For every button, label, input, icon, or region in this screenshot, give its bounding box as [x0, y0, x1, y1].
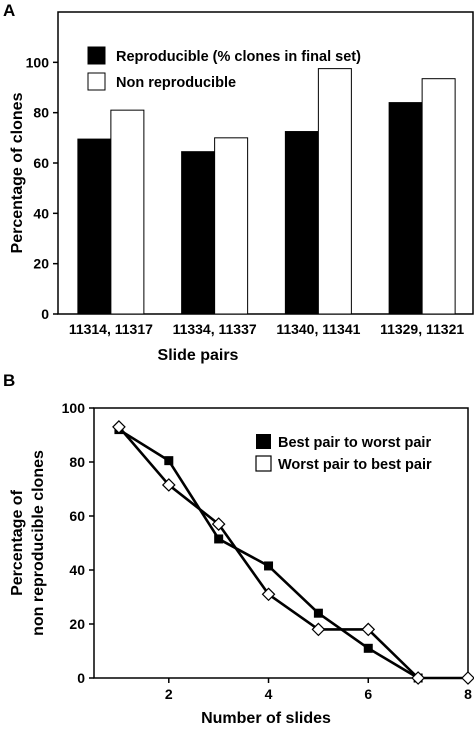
marker-worst-to-best [161, 478, 176, 492]
panel-b-x-tick-label: 8 [464, 686, 472, 702]
marker-worst-to-best [261, 587, 276, 602]
panel-b-y-tick-label: 20 [69, 616, 85, 632]
marker-best-to-worst [363, 643, 373, 653]
panel-a-y-tick-label: 100 [26, 54, 50, 70]
panel-b-y-tick-label: 80 [69, 454, 85, 470]
panel-b-x-ticks: 2 4 6 8 [165, 678, 472, 702]
panel-a-letter: A [3, 1, 15, 20]
legend-marker-best-to-worst [256, 434, 271, 449]
panel-a-bars [77, 68, 456, 315]
legend-label-non-reproducible: Non reproducible [116, 75, 236, 91]
panel-b-x-axis-title: Number of slides [201, 710, 331, 727]
legend-label-best-to-worst: Best pair to worst pair [278, 435, 431, 451]
panel-a-x-tick-label: 11340, 11341 [276, 321, 360, 337]
bar-non-reproducible [421, 78, 456, 315]
panel-a-y-tick-label: 0 [41, 306, 49, 322]
marker-worst-to-best [112, 420, 126, 434]
marker-worst-to-best [311, 622, 326, 637]
marker-best-to-worst [214, 534, 224, 544]
panel-a-y-tick-label: 80 [33, 105, 49, 121]
panel-a-x-ticks: 11314, 11317 11334, 11337 11340, 11341 1132… [69, 321, 465, 337]
panel-b-frame [93, 407, 469, 679]
panel-b-y-tick-label: 60 [69, 508, 85, 524]
panel-a-legend: Reproducible (% clones in final set) Non… [87, 46, 361, 91]
legend-swatch-reproducible [87, 46, 106, 65]
marker-best-to-worst [313, 608, 323, 618]
panel-b-y-tick-label: 100 [62, 400, 86, 416]
panel-a-y-axis-title: Percentage of clones [9, 92, 26, 253]
marker-worst-to-best [211, 517, 226, 531]
marker-best-to-worst [164, 456, 174, 466]
bar-non-reproducible [317, 68, 352, 315]
marker-worst-to-best [461, 671, 474, 685]
bar-reproducible [77, 138, 112, 315]
panel-a-x-axis-title: Slide pairs [158, 347, 239, 364]
panel-b-y-tick-label: 40 [69, 562, 85, 578]
legend-label-worst-to-best: Worst pair to best pair [278, 457, 432, 473]
panel-a-y-tick-label: 40 [33, 205, 49, 221]
bar-reproducible [388, 102, 423, 315]
panel-b-y-ticks: 0 20 40 60 80 100 [62, 400, 94, 686]
marker-worst-to-best [411, 671, 425, 685]
panel-a-y-tick-label: 60 [33, 155, 49, 171]
panel-a-x-tick-label: 11314, 11317 [69, 321, 153, 337]
marker-worst-to-best [361, 622, 376, 637]
panel-b-letter: B [3, 371, 15, 390]
panel-a-y-tick-label: 20 [33, 256, 49, 272]
panel-b-y-axis-title-line-2: non reproducible clones [30, 450, 47, 636]
legend-marker-worst-to-best [255, 455, 272, 472]
panel-a-x-tick-label: 11334, 11337 [173, 321, 257, 337]
panel-b-x-tick-label: 4 [265, 686, 273, 702]
panel-b-y-axis-title-line-1: Percentage of [9, 489, 26, 595]
panel-b-x-tick-label: 2 [165, 686, 173, 702]
bar-reproducible [284, 131, 319, 315]
panel-b: B 0 20 40 60 80 100 2 4 6 8 Number of slides Per… [3, 371, 474, 727]
panel-b-legend: Best pair to worst pair Worst pair to be… [255, 434, 432, 473]
line-worst-to-best [117, 426, 468, 680]
bar-non-reproducible [110, 109, 145, 315]
panel-a-y-ticks: 0 20 40 60 80 100 [26, 54, 58, 322]
bar-reproducible [181, 151, 216, 315]
panel-a-x-tick-label: 11329, 11321 [380, 321, 464, 337]
legend-label-reproducible: Reproducible (% clones in final set) [116, 49, 361, 65]
panel-b-y-tick-label: 0 [77, 670, 85, 686]
marker-best-to-worst [264, 561, 274, 571]
panel-b-x-tick-label: 6 [364, 686, 372, 702]
legend-swatch-non-reproducible [87, 72, 106, 91]
bar-non-reproducible [214, 137, 249, 315]
panel-b-markers [112, 420, 474, 685]
